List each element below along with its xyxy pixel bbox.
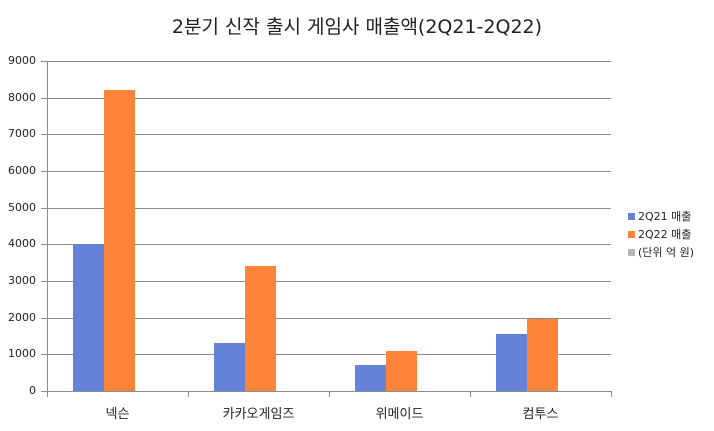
- y-tick: [41, 354, 47, 356]
- x-tick: [470, 391, 471, 397]
- legend-label: 2Q21 매출: [638, 210, 692, 223]
- plot-area: [47, 61, 611, 392]
- x-tick-label: 넥슨: [105, 407, 130, 422]
- bar-2q22: [245, 266, 276, 391]
- y-tick: [41, 97, 47, 99]
- gridline: [47, 317, 611, 319]
- bar-2q21: [73, 244, 104, 391]
- x-tick-label: 카카오게임즈: [222, 407, 295, 422]
- bar-2q21: [496, 334, 527, 391]
- y-tick: [41, 244, 47, 246]
- bar-2q21: [214, 343, 245, 391]
- gridline: [47, 244, 611, 246]
- gridline: [47, 207, 611, 209]
- legend-item: 2Q22 매출: [628, 225, 694, 243]
- y-tick-label: 7000: [8, 127, 36, 141]
- y-tick-label: 6000: [8, 164, 36, 177]
- x-tick: [611, 391, 612, 397]
- y-tick-label: 2000: [8, 310, 36, 324]
- legend-label: 2Q22 매출: [638, 228, 692, 241]
- x-tick: [329, 391, 330, 397]
- bar-2q22: [104, 90, 135, 391]
- legend: 2Q21 매출 2Q22 매출 (단위 억 원): [628, 207, 694, 261]
- x-tick: [47, 391, 48, 397]
- y-tick-label: 3000: [8, 274, 36, 287]
- bar-2q21: [355, 365, 386, 391]
- gridline: [47, 134, 611, 136]
- bar-2q22: [386, 350, 417, 391]
- y-tick-label: 1000: [8, 347, 36, 361]
- chart-title: 2분기 신작 출시 게임사 매출액(2Q21-2Q22): [171, 16, 543, 38]
- gridline: [47, 354, 611, 356]
- y-tick: [41, 207, 47, 209]
- y-tick-label: 9000: [8, 54, 36, 67]
- y-tick-label: 0: [29, 384, 36, 397]
- legend-swatch: [628, 248, 635, 256]
- gridline: [47, 281, 611, 282]
- y-tick: [41, 391, 47, 392]
- gridline: [47, 61, 611, 62]
- x-tick-label: 위메이드: [375, 407, 424, 422]
- bar-2q22: [527, 319, 558, 391]
- y-tick: [41, 171, 47, 172]
- legend-item: (단위 억 원): [628, 243, 694, 261]
- y-tick: [41, 61, 47, 62]
- y-tick: [41, 134, 47, 136]
- legend-item: 2Q21 매출: [628, 207, 694, 225]
- gridline: [47, 97, 611, 99]
- x-tick-label: 컴투스: [522, 407, 559, 422]
- x-tick: [188, 391, 189, 397]
- y-axis-line: [47, 61, 48, 392]
- y-tick-label: 8000: [8, 90, 36, 104]
- y-tick-label: 5000: [8, 200, 36, 214]
- y-tick: [41, 281, 47, 282]
- legend-label: (단위 억 원): [638, 246, 695, 259]
- y-tick: [41, 317, 47, 319]
- y-tick-label: 4000: [8, 237, 36, 251]
- gridline: [47, 171, 611, 172]
- legend-swatch: [628, 230, 635, 238]
- legend-swatch: [628, 212, 635, 220]
